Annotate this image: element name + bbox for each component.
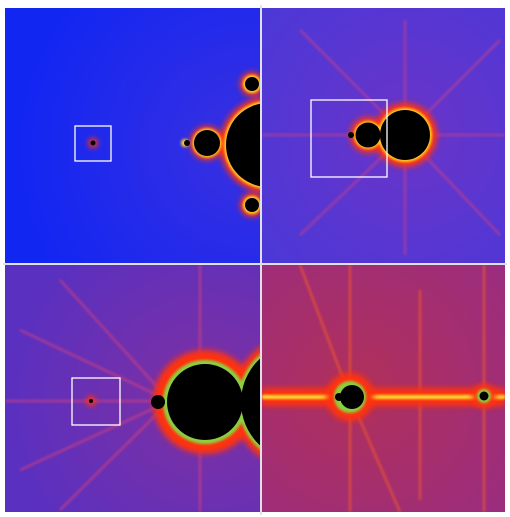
panel-bottom-right — [262, 265, 505, 512]
panel-bottom-left — [5, 265, 260, 512]
panel-top-right — [262, 8, 505, 263]
panel-top-left — [5, 8, 260, 263]
